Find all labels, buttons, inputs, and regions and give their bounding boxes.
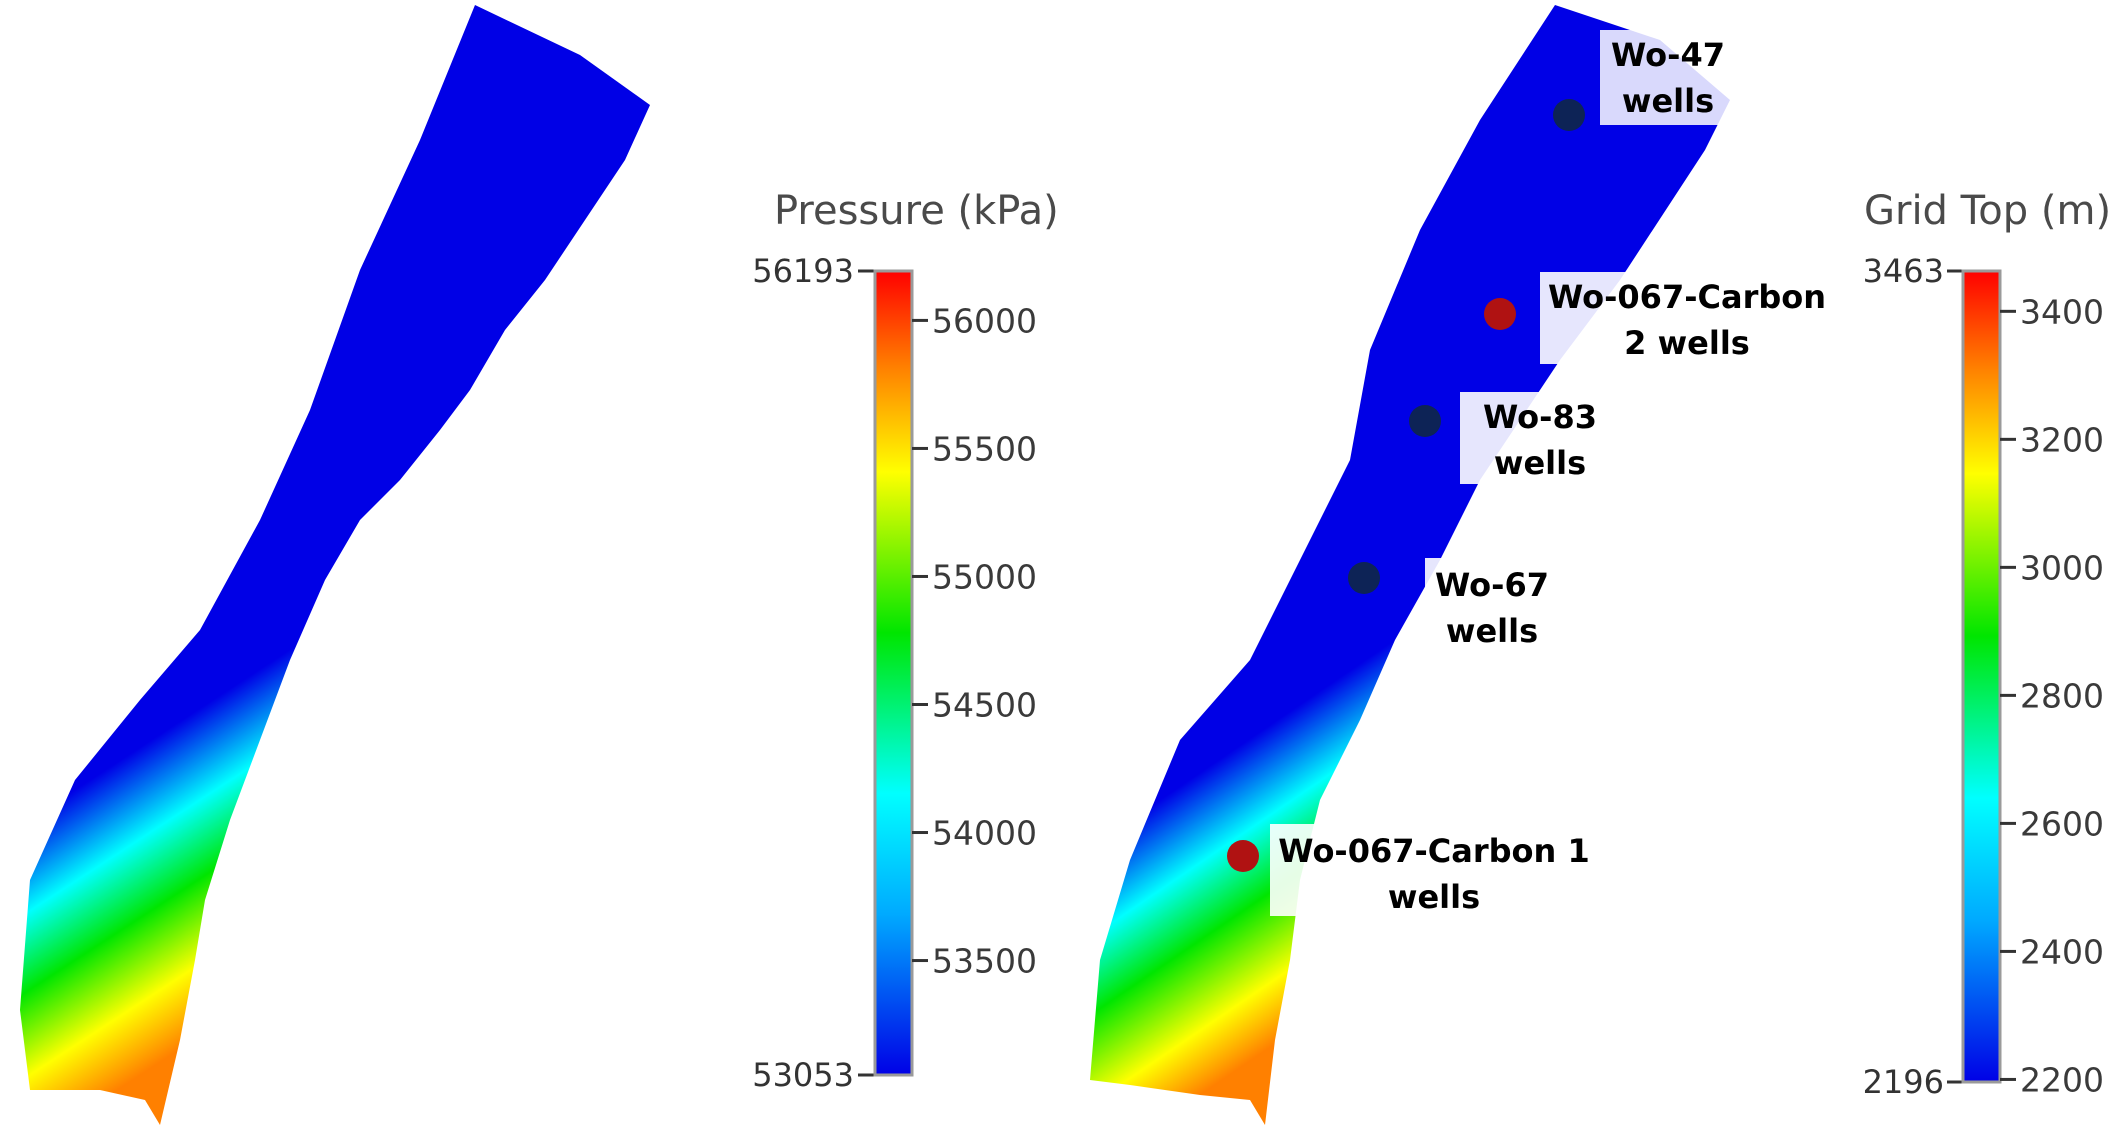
grid-top-colorbar-tick-label: 2600 [2020,804,2104,843]
pressure-colorbar-tick-label: 54500 [932,685,1037,724]
well-label-line1: Wo-67 [1435,566,1549,604]
grid-top-colorbar-tick-label: 2800 [2020,676,2104,715]
pressure-colorbar-tick-label: 55500 [932,429,1037,468]
pressure-reservoir-map [20,5,650,1125]
well-marker [1484,298,1516,330]
grid-top-reservoir-map [1090,5,1730,1125]
grid-top-colorbar-max-label: 3463 [1863,252,1944,290]
well-label-background [1270,824,1580,916]
well-label-line2: wells [1622,82,1714,120]
pressure-colorbar-title: Pressure (kPa) [774,188,1059,234]
pressure-colorbar-tick-label: 54000 [932,814,1037,853]
well-marker [1553,99,1585,131]
well-label-line1: Wo-47 [1611,36,1725,74]
well-label-background [1460,392,1610,484]
grid-top-colorbar-title: Grid Top (m) [1864,188,2111,234]
grid-top-colorbar-tick-label: 2400 [2020,932,2104,971]
well-wo67: Wo-67 wells [1348,558,1585,650]
grid-top-colorbar-min-label: 2196 [1863,1063,1944,1101]
grid-top-colorbar [1961,269,2002,1084]
well-marker [1348,562,1380,594]
pressure-colorbar-tick-label: 56000 [932,301,1037,340]
well-wo47: Wo-47 wells [1553,30,1740,131]
grid-top-colorbar-ticks: 3400 3200 3000 2800 2600 2400 2200 [2000,292,2104,1099]
pressure-colorbar [873,269,914,1077]
well-label-line1: Wo-83 [1483,398,1597,436]
grid-top-colorbar-tick-label: 3000 [2020,548,2104,587]
well-label-background [1425,558,1585,648]
well-label-line2: 2 wells [1624,324,1750,362]
grid-top-colorbar-tick-label: 3400 [2020,292,2104,331]
well-label-line1: Wo-067-Carbon [1548,278,1826,316]
grid-top-colorbar-tick-label: 3200 [2020,420,2104,459]
well-label-line2: wells [1494,444,1586,482]
grid-top-colorbar-tick-label: 2200 [2020,1060,2104,1099]
well-label-background [1540,272,1835,364]
pressure-colorbar-max-label: 56193 [752,252,854,290]
pressure-colorbar-tick-label: 55000 [932,557,1037,596]
well-wo067-carbon2: Wo-067-Carbon 2 wells [1484,272,1835,364]
well-wo067-carbon1: Wo-067-Carbon 1 wells [1227,824,1590,916]
pressure-colorbar-min-label: 53053 [752,1056,854,1094]
well-label-line2: wells [1446,612,1538,650]
well-marker [1227,840,1259,872]
pressure-colorbar-ticks: 56000 55500 55000 54500 54000 53500 [912,301,1037,981]
well-label-line2: wells [1388,878,1480,916]
well-label-line1: Wo-067-Carbon 1 [1278,832,1589,870]
well-label-background [1600,30,1740,125]
pressure-colorbar-tick-label: 53500 [932,942,1037,981]
well-marker [1409,405,1441,437]
well-wo83: Wo-83 wells [1409,392,1610,484]
